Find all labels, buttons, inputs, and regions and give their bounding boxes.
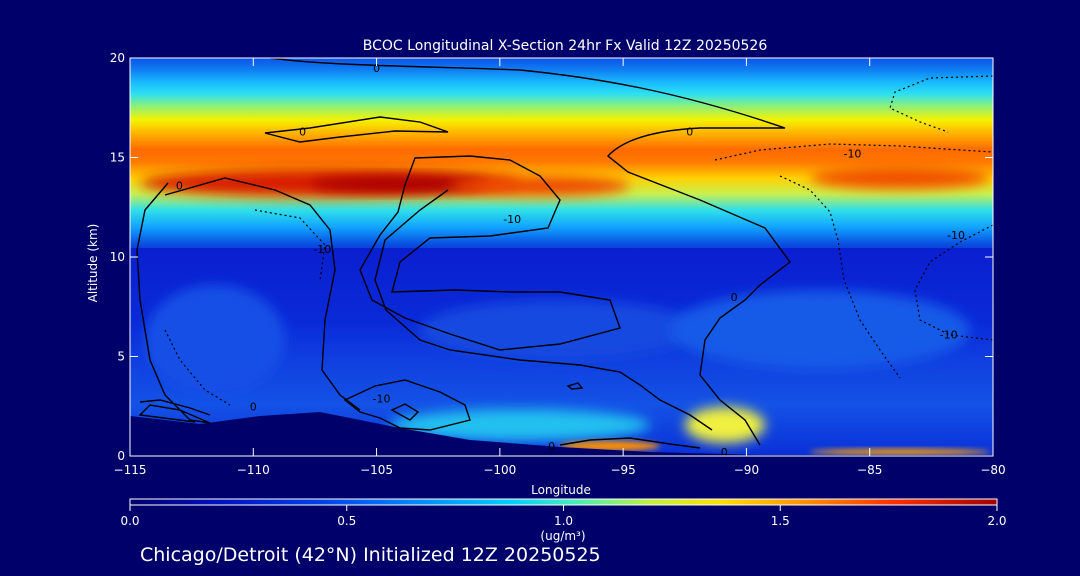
contour-label: 0 — [731, 291, 738, 304]
colorbar-tick-label: 1.0 — [554, 514, 573, 528]
chart-title: BCOC Longitudinal X-Section 24hr Fx Vali… — [363, 38, 768, 54]
contour-label: -10 — [373, 392, 391, 405]
x-axis-label: Longitude — [531, 483, 591, 497]
y-axis-ticks: 0 5 10 15 20 — [110, 51, 993, 463]
x-tick-label: −90 — [734, 463, 759, 477]
contour-lines-dotted — [164, 75, 993, 406]
contour-label: 0 — [373, 62, 380, 75]
heatmap-field — [130, 58, 993, 456]
contour-label: -10 — [313, 243, 331, 256]
contour-label: -10 — [843, 148, 861, 161]
colorbar-tick-label: 2.0 — [987, 514, 1006, 528]
contour-label: 0 — [548, 440, 555, 453]
y-tick-label: 5 — [117, 350, 125, 364]
y-tick-label: 0 — [117, 449, 125, 463]
y-tick-label: 15 — [110, 151, 125, 165]
colorbar-tick-label: 1.5 — [771, 514, 790, 528]
x-axis-ticks: −115 −110 −105 −100 −95 −90 −85 −80 — [114, 58, 1006, 477]
x-tick-label: −105 — [360, 463, 393, 477]
contour-label: 0 — [686, 126, 693, 139]
colorbar-ticks: 0.0 0.5 1.0 1.5 2.0 — [120, 505, 1007, 528]
contour-label: 0 — [721, 446, 728, 459]
colorbar-tick-label: 0.0 — [120, 514, 139, 528]
colorbar — [129, 498, 998, 506]
footer-caption: Chicago/Detroit (42°N) Initialized 12Z 2… — [140, 544, 601, 566]
contour-label: -10 — [503, 213, 521, 226]
x-tick-label: −95 — [610, 463, 635, 477]
x-tick-label: −85 — [857, 463, 882, 477]
y-tick-label: 20 — [110, 51, 125, 65]
contour-label: -10 — [940, 329, 958, 342]
y-axis-label: Altitude (km) — [86, 224, 100, 303]
x-tick-label: −115 — [114, 463, 147, 477]
contour-label: 0 — [250, 400, 257, 413]
contour-label: 0 — [299, 126, 306, 139]
x-tick-label: −100 — [483, 463, 516, 477]
contour-label: -10 — [947, 229, 965, 242]
contour-labels: 0 0 0 0 -10 -10 -10 -10 0 -10 -10 0 0 0 — [176, 62, 965, 459]
contour-label: 0 — [176, 179, 183, 192]
y-tick-label: 10 — [110, 250, 125, 264]
colorbar-units: (ug/m³) — [540, 529, 585, 543]
x-tick-label: −110 — [237, 463, 270, 477]
contour-lines — [136, 58, 791, 449]
colorbar-tick-label: 0.5 — [337, 514, 356, 528]
x-tick-label: −80 — [980, 463, 1005, 477]
